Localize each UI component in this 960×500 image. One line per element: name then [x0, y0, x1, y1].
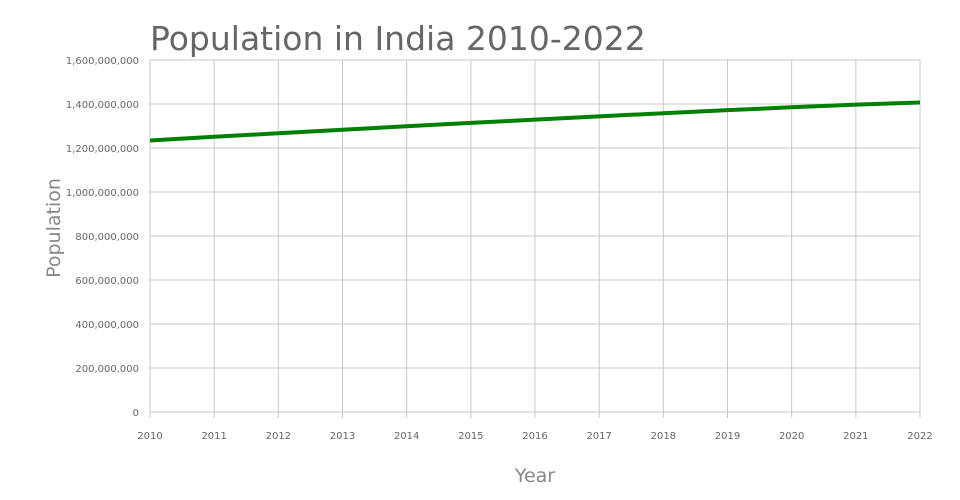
x-tick-label: 2022	[907, 431, 932, 442]
x-tick-label: 2020	[779, 431, 804, 442]
y-tick-label: 800,000,000	[75, 232, 139, 243]
x-tick-label: 2019	[715, 431, 740, 442]
x-tick-label: 2013	[330, 431, 355, 442]
x-tick-label: 2014	[394, 431, 419, 442]
series-lines	[149, 100, 921, 143]
y-tick-label: 1,400,000,000	[66, 100, 139, 111]
y-tick-label: 1,200,000,000	[66, 144, 139, 155]
x-tick-label: 2010	[137, 431, 162, 442]
y-axis-label: Population	[43, 178, 65, 278]
y-tick-label: 200,000,000	[75, 364, 139, 375]
x-tick-label: 2021	[843, 431, 868, 442]
x-tick-label: 2016	[522, 431, 547, 442]
x-tick-label: 2011	[201, 431, 226, 442]
x-tick-label: 2017	[586, 431, 611, 442]
y-tick-label: 1,600,000,000	[66, 56, 139, 67]
y-tick-label: 1,000,000,000	[66, 188, 139, 199]
y-tick-label: 0	[133, 408, 139, 419]
x-axis-ticks: 2010 2011 2012 2013 2014 2015 2016 2017 2018 2019…	[137, 431, 932, 442]
x-tick-label: 2012	[266, 431, 291, 442]
series-line-population	[149, 100, 921, 143]
x-axis-label: Year	[514, 465, 555, 487]
y-tick-label: 600,000,000	[75, 276, 139, 287]
x-tick-label: 2018	[651, 431, 676, 442]
chart-title: Population in India 2010-2022	[150, 19, 646, 58]
y-axis-ticks: 0 200,000,000 400,000,000 600,000,000 800,00…	[66, 56, 139, 419]
grid	[149, 59, 921, 418]
x-tick-label: 2015	[458, 431, 483, 442]
y-tick-label: 400,000,000	[75, 320, 139, 331]
